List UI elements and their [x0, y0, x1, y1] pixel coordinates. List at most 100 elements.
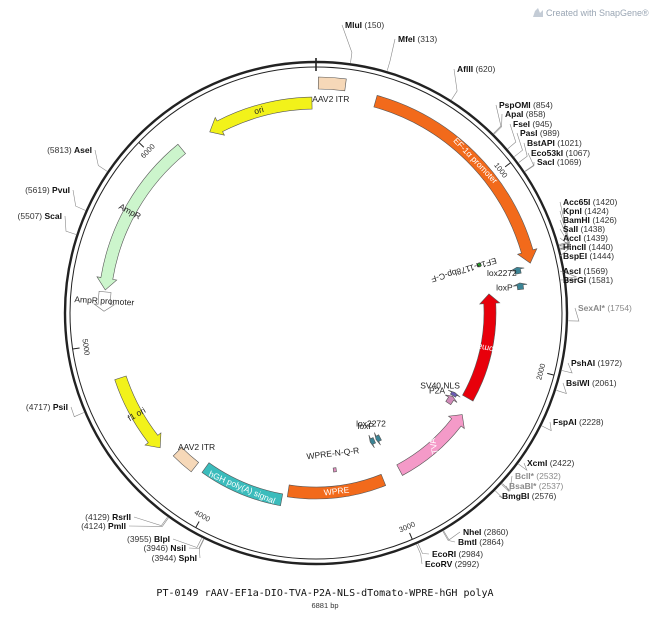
- feature-shape[interactable]: [396, 414, 465, 476]
- site-scai[interactable]: (5507) ScaI: [18, 211, 77, 235]
- feature-tva[interactable]: TVA: [396, 414, 465, 476]
- feature-shape[interactable]: [93, 290, 116, 312]
- site-pshai[interactable]: PshAI (1972): [561, 358, 622, 374]
- site-label: BmgBI (2576): [502, 491, 557, 501]
- feature-wpre[interactable]: WPRE: [286, 473, 387, 500]
- site-position: (1424): [584, 206, 609, 216]
- site-rsrii[interactable]: (4129) RsrII: [85, 512, 168, 527]
- feature-lox2272-1[interactable]: lox2272: [487, 266, 525, 278]
- site-position: (2992): [455, 559, 480, 569]
- site-label: MfeI (313): [398, 34, 437, 44]
- site-ecorv[interactable]: EcoRV (2992): [416, 544, 480, 569]
- site-position: (854): [533, 100, 553, 110]
- plasmid-length: 6881 bp: [311, 601, 338, 610]
- feature-shape[interactable]: [332, 467, 337, 473]
- site-label: MluI (150): [345, 20, 384, 30]
- feature-shape[interactable]: [317, 76, 347, 92]
- site-bamhi[interactable]: BamHI (1426): [559, 215, 617, 247]
- feature-shape[interactable]: [286, 473, 387, 500]
- site-nsii[interactable]: (3946) NsiI: [143, 538, 204, 553]
- site-asei[interactable]: (5813) AseI: [47, 145, 108, 172]
- site-blpi[interactable]: (3955) BlpI: [127, 534, 202, 548]
- site-sphi[interactable]: (3944) SphI: [152, 539, 205, 563]
- tick-label: 2000: [534, 363, 547, 381]
- site-name: BspEI: [563, 251, 587, 261]
- feature-ampr[interactable]: AmpR: [96, 143, 186, 291]
- site-bcli[interactable]: BclI* (2532): [502, 471, 561, 492]
- site-fsei[interactable]: FseI (945): [507, 119, 553, 150]
- feature-shape[interactable]: [114, 375, 162, 449]
- site-pasi[interactable]: PasI (989): [514, 128, 560, 157]
- feature-shape[interactable]: [96, 143, 186, 291]
- feature-shape[interactable]: [209, 96, 313, 136]
- site-eco53ki[interactable]: Eco53kI (1067): [524, 148, 590, 172]
- feature-label: SV40 NLS: [420, 380, 460, 390]
- site-name: AscI: [563, 266, 581, 276]
- site-apai[interactable]: ApaI (858): [493, 109, 546, 135]
- site-label: BspEI (1444): [563, 251, 614, 261]
- feature-sv40-nls[interactable]: SV40 NLS: [420, 380, 461, 398]
- site-position: (1069): [557, 157, 582, 167]
- site-name: RsrII: [112, 512, 131, 522]
- site-asci[interactable]: AscI (1569): [559, 266, 608, 279]
- site-saci[interactable]: SacI (1069): [525, 157, 582, 172]
- site-bsiwi[interactable]: BsiWI (2061): [556, 378, 617, 394]
- feature-shape[interactable]: [201, 462, 284, 507]
- feature-shape[interactable]: [373, 95, 538, 264]
- site-leader-line: [416, 544, 423, 565]
- feature-aav2-itr-right[interactable]: AAV2 ITR: [312, 76, 349, 104]
- site-name: MfeI: [398, 34, 415, 44]
- feature-lox2272-2[interactable]: lox2272: [356, 418, 386, 446]
- feature-shape[interactable]: [510, 266, 525, 275]
- site-leader-line: [495, 490, 503, 499]
- feature-shape[interactable]: [374, 432, 382, 446]
- feature-dtomato[interactable]: dTomato: [462, 293, 504, 402]
- site-hincii[interactable]: HincII (1440): [559, 242, 613, 252]
- branding-text: Created with SnapGene®: [546, 8, 649, 18]
- site-nhei[interactable]: NheI (2860): [443, 527, 509, 541]
- site-psii[interactable]: (4717) PsiI: [26, 402, 85, 418]
- site-bsabi[interactable]: BsaBI* (2537): [501, 481, 564, 492]
- site-xcmi[interactable]: XcmI (2422): [518, 458, 574, 472]
- feature-shape[interactable]: [513, 282, 528, 291]
- feature-loxp-1[interactable]: loxP: [496, 282, 528, 293]
- site-label: Eco53kI (1067): [531, 148, 590, 158]
- feature-ori[interactable]: ori: [209, 96, 313, 136]
- site-bsrgi[interactable]: BsrGI (1581): [559, 275, 613, 285]
- site-bstapi[interactable]: BstAPI (1021): [518, 138, 582, 163]
- feature-hgh-polya[interactable]: hGH poly(A) signal: [201, 462, 284, 507]
- site-label: PasI (989): [520, 128, 560, 138]
- feature-shape[interactable]: [476, 262, 482, 268]
- site-bmgbi[interactable]: BmgBI (2576): [495, 490, 557, 501]
- site-name: BamHI: [563, 215, 590, 225]
- site-bmti[interactable]: BmtI (2864): [442, 531, 504, 547]
- site-pvui[interactable]: (5619) PvuI: [25, 185, 86, 211]
- site-fspai[interactable]: FspAI (2228): [541, 417, 604, 432]
- site-label: AccI (1439): [563, 233, 608, 243]
- site-pspomi[interactable]: PspOMI (854): [493, 100, 554, 134]
- site-label: (3946) NsiI: [143, 543, 186, 553]
- site-aflii[interactable]: AflII (620): [451, 64, 495, 101]
- feature-p2a[interactable]: P2A: [429, 385, 458, 406]
- feature-aav2-itr-left[interactable]: AAV2 ITR: [172, 442, 215, 473]
- feature-shape[interactable]: [447, 389, 461, 398]
- site-mfei[interactable]: MfeI (313): [386, 34, 437, 71]
- site-bspei[interactable]: BspEI (1444): [559, 247, 614, 261]
- site-label: HincII (1440): [563, 242, 613, 252]
- feature-f1-ori[interactable]: f1 ori: [114, 375, 162, 449]
- feature-shape[interactable]: [368, 434, 376, 449]
- site-sexai[interactable]: SexAI* (1754): [568, 303, 632, 322]
- feature-shape[interactable]: [445, 394, 458, 406]
- feature-shape[interactable]: [462, 293, 501, 402]
- site-pmli[interactable]: (4124) PmlI: [81, 517, 169, 531]
- site-ecori[interactable]: EcoRI (2984): [417, 543, 483, 559]
- site-leader-line: [451, 68, 458, 101]
- site-mlui[interactable]: MluI (150): [341, 20, 384, 63]
- feature-wpre-nqr[interactable]: WPRE-N-Q-R: [306, 445, 360, 473]
- site-label: Acc65I (1420): [563, 197, 618, 207]
- site-name: PspOMI: [499, 100, 531, 110]
- feature-loxp-2[interactable]: loxP: [358, 421, 376, 449]
- feature-shape[interactable]: [172, 447, 200, 473]
- feature-ampr-promoter[interactable]: AmpR promoter: [74, 290, 135, 312]
